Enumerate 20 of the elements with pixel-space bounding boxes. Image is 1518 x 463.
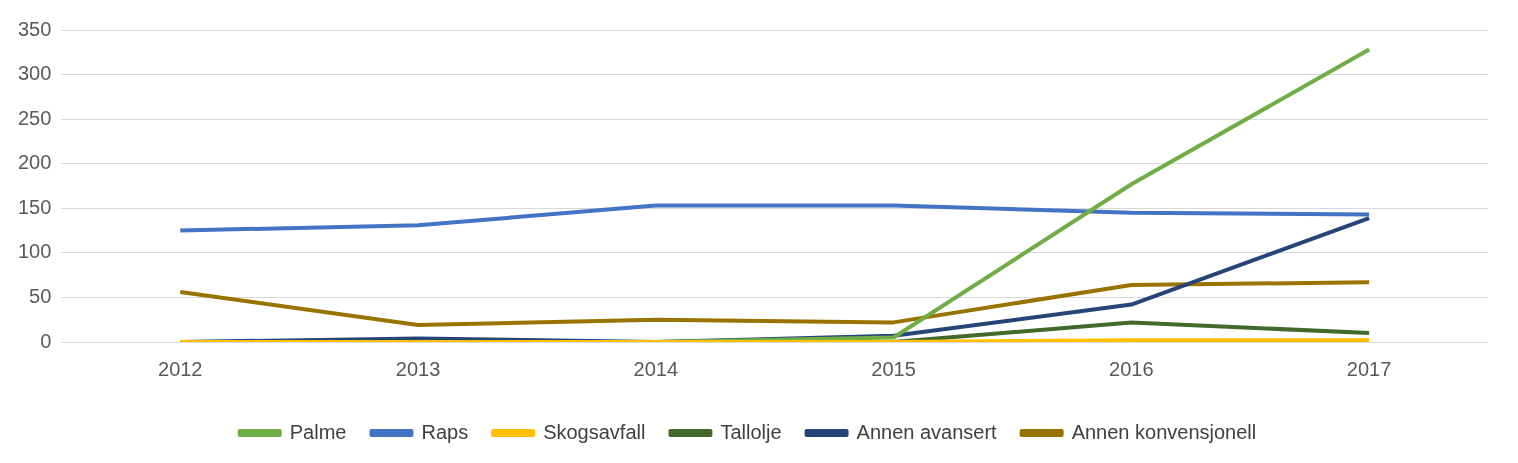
- legend-label: Palme: [289, 420, 347, 443]
- y-tick-label: 100: [17, 240, 52, 263]
- legend-label: Tallolje: [720, 420, 782, 443]
- legend-label: Annen konvensjonell: [1071, 420, 1257, 443]
- legend-label: Annen avansert: [856, 420, 998, 443]
- x-tick-label: 2015: [871, 357, 916, 380]
- y-tick-label: 350: [17, 17, 52, 40]
- legend-label: Raps: [421, 420, 469, 443]
- y-tick-label: 250: [17, 106, 52, 129]
- x-tick-label: 2017: [1346, 357, 1392, 380]
- y-tick-label: 50: [29, 284, 52, 307]
- y-tick-label: 0: [40, 329, 52, 352]
- x-tick-label: 2014: [633, 357, 679, 380]
- y-tick-label: 150: [17, 195, 52, 218]
- y-tick-label: 200: [17, 151, 52, 174]
- legend-label: Skogsavfall: [543, 420, 646, 443]
- x-tick-label: 2013: [395, 357, 441, 380]
- x-tick-label: 2016: [1109, 357, 1154, 380]
- y-tick-label: 300: [17, 62, 52, 85]
- x-tick-label: 2012: [158, 357, 203, 380]
